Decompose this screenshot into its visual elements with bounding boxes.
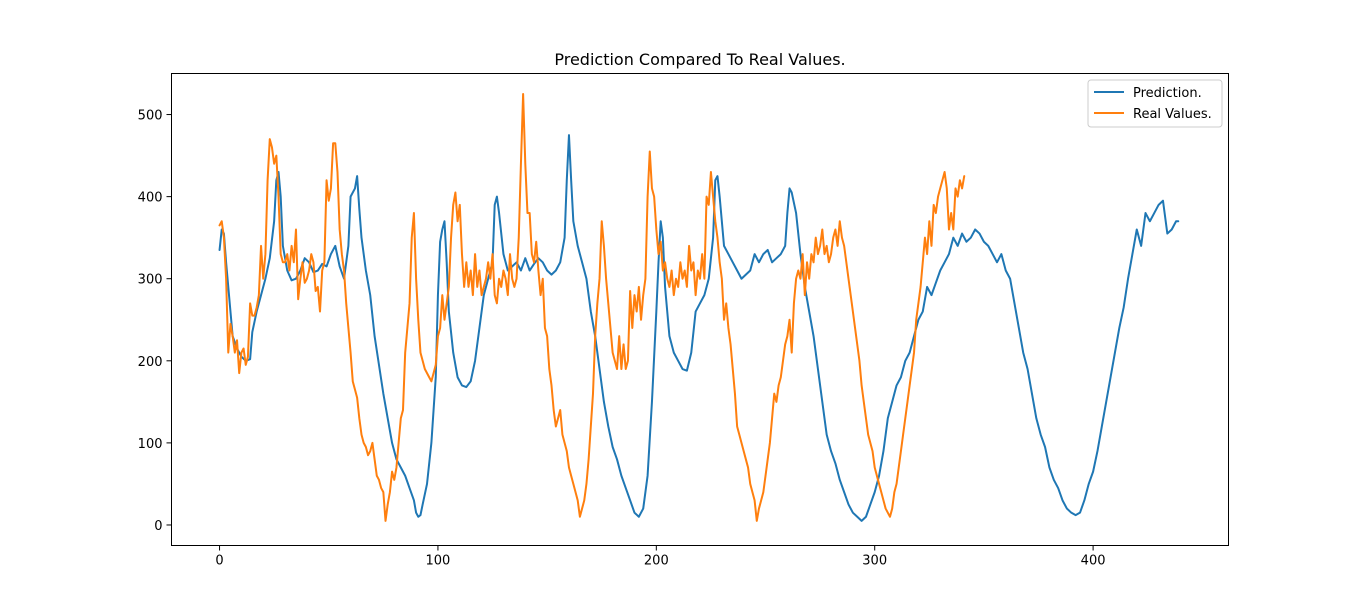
- legend-label-real-values: Real Values.: [1133, 107, 1212, 122]
- x-tick-label: 400: [1081, 554, 1106, 569]
- x-tick-label: 100: [426, 554, 451, 569]
- x-tick-label: 200: [644, 554, 669, 569]
- y-tick-label: 0: [154, 519, 162, 534]
- plot-frame: [171, 73, 1229, 546]
- x-axis: 0 100 200 300 400: [215, 545, 1106, 569]
- legend-label-prediction: Prediction.: [1133, 86, 1202, 101]
- y-tick-label: 100: [138, 437, 163, 452]
- series-line-real-values: [218, 93, 966, 522]
- y-tick-label: 200: [138, 355, 163, 370]
- chart-title: Prediction Compared To Real Values.: [554, 50, 845, 69]
- series-line-prediction: [218, 134, 1180, 522]
- y-tick-label: 500: [138, 109, 163, 124]
- y-axis: 0 100 200 300 400 500: [138, 109, 172, 534]
- series-layer: [218, 93, 1180, 522]
- y-tick-label: 300: [138, 273, 163, 288]
- y-tick-label: 400: [138, 191, 163, 206]
- x-tick-label: 0: [215, 554, 223, 569]
- x-tick-label: 300: [862, 554, 887, 569]
- legend: Prediction. Real Values.: [1087, 79, 1223, 128]
